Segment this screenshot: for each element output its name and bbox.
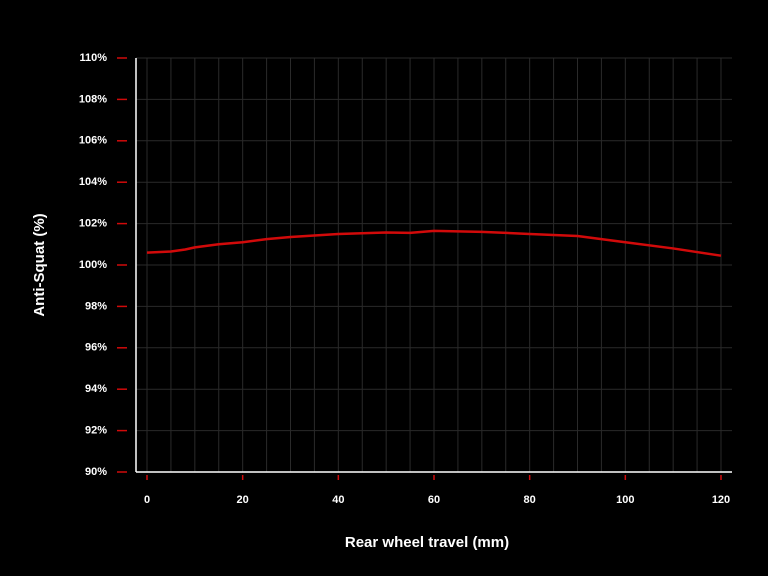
x-tick-label: 40 — [332, 494, 344, 506]
y-tick-label: 94% — [85, 383, 107, 395]
y-tick-label: 108% — [79, 93, 107, 105]
y-tick-label: 90% — [85, 466, 107, 478]
data-line — [146, 229, 722, 257]
y-tick-label: 98% — [85, 300, 107, 312]
y-tick-label: 100% — [79, 259, 107, 271]
y-tick-label: 92% — [85, 425, 107, 437]
y-tick-label: 104% — [79, 176, 107, 188]
y-tick-label: 96% — [85, 342, 107, 354]
y-axis-title: Anti-Squat (%) — [31, 213, 48, 316]
y-tick-label: 102% — [79, 218, 107, 230]
x-tick-label: 60 — [428, 494, 440, 506]
x-tick-label: 0 — [144, 494, 150, 506]
y-tick-label: 106% — [79, 135, 107, 147]
x-tick-label: 120 — [712, 494, 730, 506]
x-tick-label: 20 — [237, 494, 249, 506]
x-axis-title: Rear wheel travel (mm) — [345, 534, 509, 551]
x-tick-label: 80 — [524, 494, 536, 506]
x-tick-label: 100 — [616, 494, 634, 506]
y-tick-label: 110% — [79, 52, 107, 64]
